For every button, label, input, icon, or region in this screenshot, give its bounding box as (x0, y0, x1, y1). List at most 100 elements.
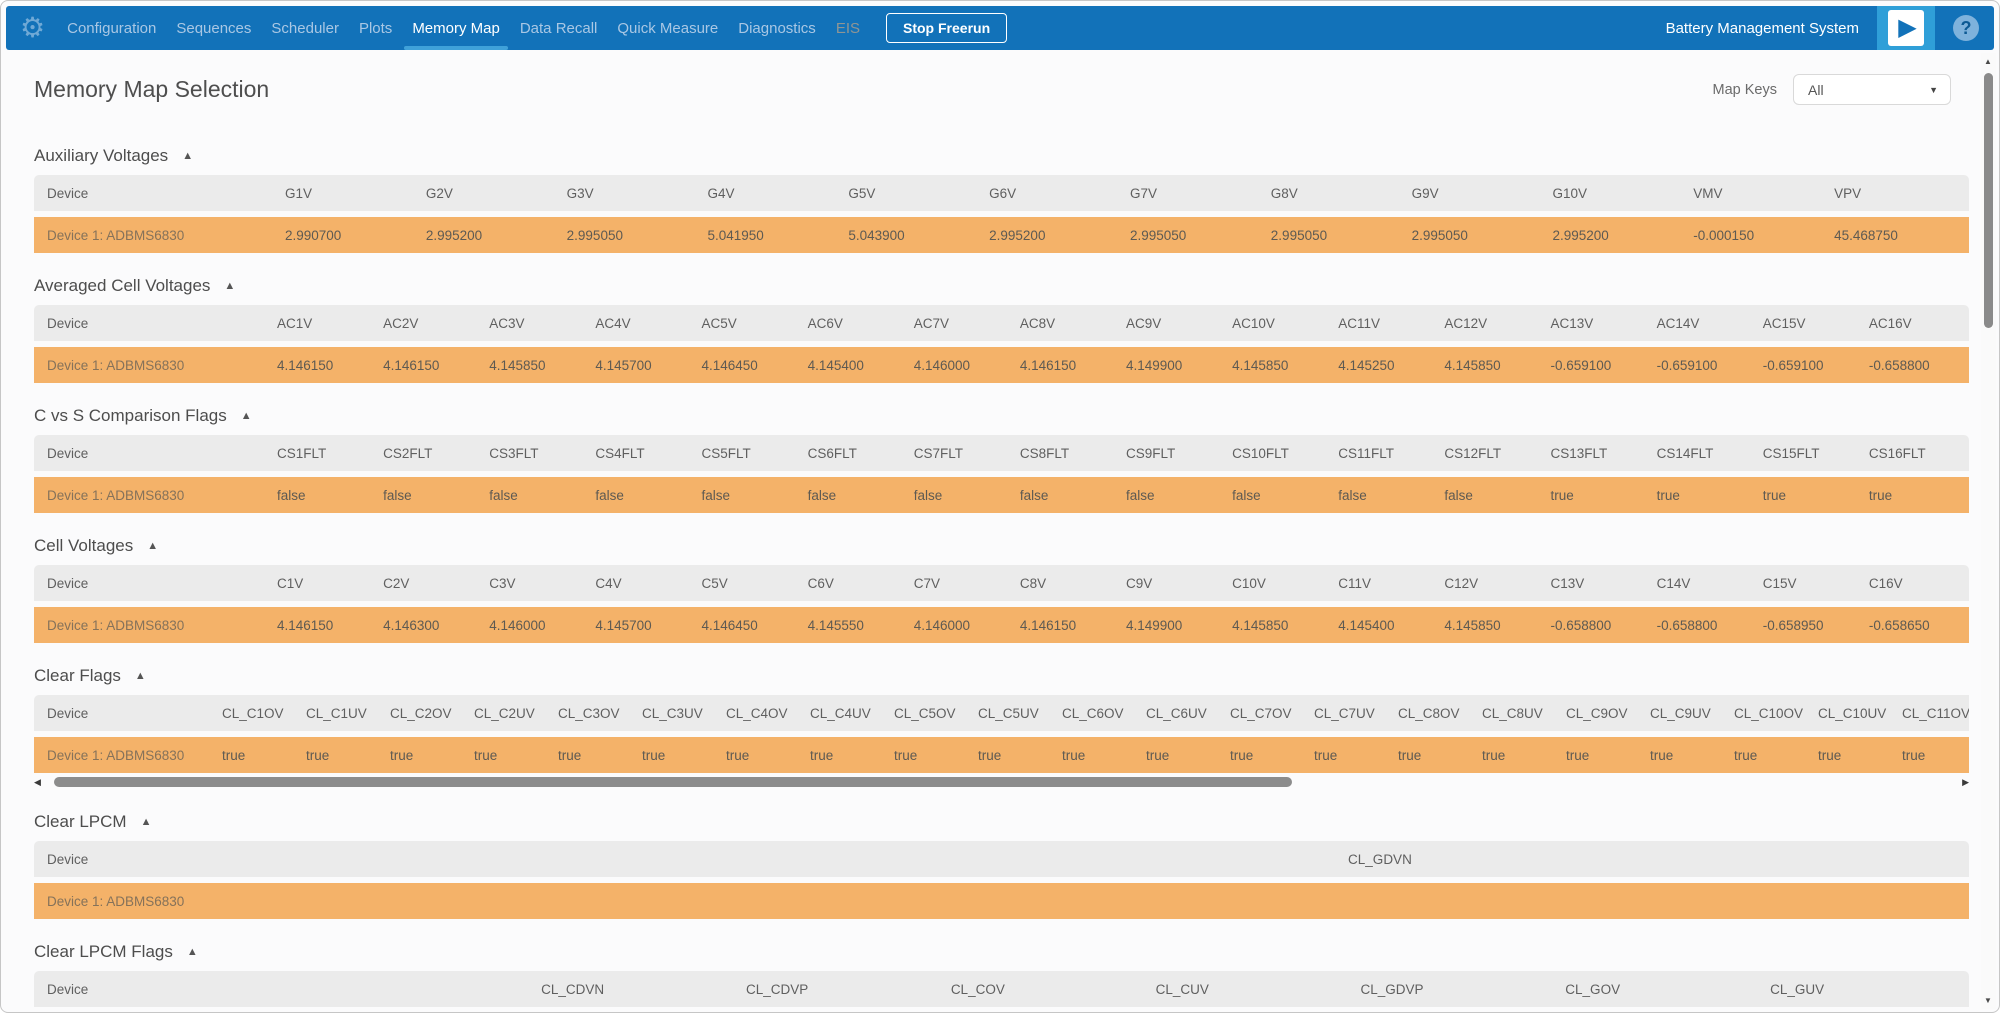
row-value-cs10flt: false (1232, 487, 1261, 503)
section-c-vs-s-comparison-flags: C vs S Comparison Flags ▲ Device CS1FLT CS2F… (34, 405, 1969, 513)
collapse-icon[interactable]: ▲ (140, 816, 152, 828)
section-header-clear-flags[interactable]: Clear Flags ▲ (34, 665, 1969, 687)
section-header-cell-voltages[interactable]: Cell Voltages ▲ (34, 535, 1969, 557)
row-value-c7v: 4.146000 (913, 617, 971, 633)
column-header-vmv: VMV (1693, 185, 1723, 201)
nav-tab-configuration[interactable]: Configuration (67, 19, 157, 37)
row-value-vmv: -0.000150 (1693, 227, 1755, 243)
column-header-c2v: C2V (383, 575, 410, 591)
settings-gear-icon[interactable]: ⚙ (20, 12, 46, 43)
column-header-cl_cov: CL_COV (950, 981, 1005, 997)
column-header-cl_c5uv: CL_C5UV (978, 705, 1039, 721)
column-header-cl_c7uv: CL_C7UV (1314, 705, 1375, 721)
row-value-ac13v: -0.659100 (1550, 357, 1612, 373)
scroll-left-icon[interactable]: ◀ (34, 777, 41, 787)
collapse-icon[interactable]: ▲ (182, 150, 194, 162)
column-header-cs14flt: CS14FLT (1656, 445, 1714, 461)
table-averaged-cell-voltages: Device AC1V AC2V AC3V AC4V AC5V AC6V AC7V AC8V AC… (34, 305, 1969, 383)
column-header-c3v: C3V (489, 575, 516, 591)
table-header-row: Device G1V G2V G3V G4V G5V G6V G7V G8V G9V G10V VMV… (34, 175, 1969, 211)
collapse-icon[interactable]: ▲ (224, 280, 236, 292)
column-header-cl_cdvn: CL_CDVN (541, 981, 605, 997)
row-device-label: Device 1: ADBMS6830 (47, 357, 185, 373)
table-data-row[interactable]: Device 1: ADBMS6830 4.146150 4.146300 4.146… (34, 607, 1969, 643)
column-header-cl_gdvn: CL_GDVN (1348, 851, 1412, 867)
table-data-row[interactable]: Device 1: ADBMS6830 4.146150 4.146150 4.145… (34, 347, 1969, 383)
nav-tab-data-recall[interactable]: Data Recall (519, 19, 598, 37)
section-header-clear-lpcm[interactable]: Clear LPCM ▲ (34, 811, 1969, 833)
column-header-cl_c9uv: CL_C9UV (1650, 705, 1711, 721)
column-header-cl_cdvp: CL_CDVP (745, 981, 809, 997)
row-value-cl_c5uv: true (978, 747, 1002, 763)
section-header-c-vs-s-comparison-flags[interactable]: C vs S Comparison Flags ▲ (34, 405, 1969, 427)
row-value-cl_c4ov: true (726, 747, 750, 763)
help-icon[interactable]: ? (1953, 15, 1979, 41)
horizontal-scrollbar-thumb[interactable] (54, 777, 1293, 787)
table-data-row[interactable]: Device 1: ADBMS6830 true true true true true t… (34, 737, 1969, 773)
row-value-vpv: 45.468750 (1834, 227, 1898, 243)
row-value-cl_c10uv: true (1818, 747, 1842, 763)
column-header-device: Device (47, 315, 89, 331)
vertical-scrollbar[interactable]: ▲ ▼ (1981, 53, 1996, 1009)
table-header-row: Device CL_CDVN CL_CDVP CL_COV CL_CUV CL_GDVP C… (34, 971, 1969, 1007)
scroll-up-icon[interactable]: ▲ (1984, 57, 1992, 66)
column-header-cl_cuv: CL_CUV (1155, 981, 1209, 997)
collapse-icon[interactable]: ▲ (147, 540, 159, 552)
horizontal-scrollbar[interactable]: ◀ ▶ (34, 776, 1969, 789)
nav-tab-eis[interactable]: EIS (835, 19, 860, 37)
row-value-c15v: -0.658950 (1762, 617, 1824, 633)
row-value-c12v: 4.145850 (1444, 617, 1501, 633)
nav-tab-scheduler[interactable]: Scheduler (271, 19, 339, 37)
chevron-down-icon: ▼ (1929, 84, 1938, 95)
column-header-ac1v: AC1V (277, 315, 313, 331)
freerun-play-button[interactable]: ▶ (1877, 6, 1935, 50)
row-value-cs14flt: true (1656, 487, 1680, 503)
column-header-cs4flt: CS4FLT (595, 445, 645, 461)
column-header-ac2v: AC2V (383, 315, 419, 331)
stop-freerun-button[interactable]: Stop Freerun (886, 13, 1008, 43)
table-data-row[interactable]: Device 1: ADBMS6830 false false false false f… (34, 477, 1969, 513)
column-header-g8v: G8V (1270, 185, 1298, 201)
column-header-ac5v: AC5V (701, 315, 737, 331)
column-header-g9v: G9V (1411, 185, 1439, 201)
column-header-g5v: G5V (848, 185, 876, 201)
nav-tab-plots[interactable]: Plots (358, 19, 393, 37)
row-value-c8v: 4.146150 (1019, 617, 1077, 633)
nav-tab-diagnostics[interactable]: Diagnostics (738, 19, 816, 37)
collapse-icon[interactable]: ▲ (186, 946, 198, 958)
column-header-c1v: C1V (277, 575, 304, 591)
section-clear-flags: Clear Flags ▲ Device CL_C1OV CL_C1UV CL_C2OV C… (34, 665, 1969, 789)
nav-tab-memory-map[interactable]: Memory Map (402, 6, 510, 50)
column-header-device: Device (47, 851, 89, 867)
row-value-cs16flt: true (1868, 487, 1893, 503)
column-header-cl_c1uv: CL_C1UV (306, 705, 367, 721)
scroll-right-icon[interactable]: ▶ (1962, 777, 1969, 787)
main-content: Memory Map Selection Map Keys All ▼ Auxi… (1, 50, 1999, 1012)
section-header-averaged-cell-voltages[interactable]: Averaged Cell Voltages ▲ (34, 275, 1969, 297)
table-data-row[interactable]: Device 1: ADBMS6830 2.990700 2.995200 2.995… (34, 217, 1969, 253)
section-header-auxiliary-voltages[interactable]: Auxiliary Voltages ▲ (34, 145, 1969, 167)
row-value-ac15v: -0.659100 (1762, 357, 1824, 373)
column-header-c14v: C14V (1656, 575, 1691, 591)
column-header-ac8v: AC8V (1019, 315, 1056, 331)
scroll-down-icon[interactable]: ▼ (1984, 996, 1992, 1005)
row-device-label: Device 1: ADBMS6830 (47, 227, 185, 243)
vertical-scrollbar-thumb[interactable] (1984, 73, 1993, 328)
nav-tab-sequences[interactable]: Sequences (176, 19, 252, 37)
row-value-g4v: 5.041950 (707, 227, 764, 243)
table-data-row[interactable]: Device 1: ADBMS6830 (34, 883, 1969, 919)
section-header-clear-lpcm-flags[interactable]: Clear LPCM Flags ▲ (34, 941, 1969, 963)
column-header-cs8flt: CS8FLT (1019, 445, 1070, 461)
row-value-c3v: 4.146000 (489, 617, 546, 633)
column-header-ac12v: AC12V (1444, 315, 1488, 331)
collapse-icon[interactable]: ▲ (134, 670, 146, 682)
row-value-ac14v: -0.659100 (1656, 357, 1718, 373)
row-value-ac16v: -0.658800 (1868, 357, 1930, 373)
row-value-c14v: -0.658800 (1656, 617, 1718, 633)
nav-tab-quick-measure[interactable]: Quick Measure (617, 19, 719, 37)
collapse-icon[interactable]: ▲ (240, 410, 252, 422)
map-keys-select[interactable]: All ▼ (1793, 74, 1951, 105)
play-icon: ▶ (1898, 14, 1917, 41)
row-value-cl_c3uv: true (642, 747, 666, 763)
